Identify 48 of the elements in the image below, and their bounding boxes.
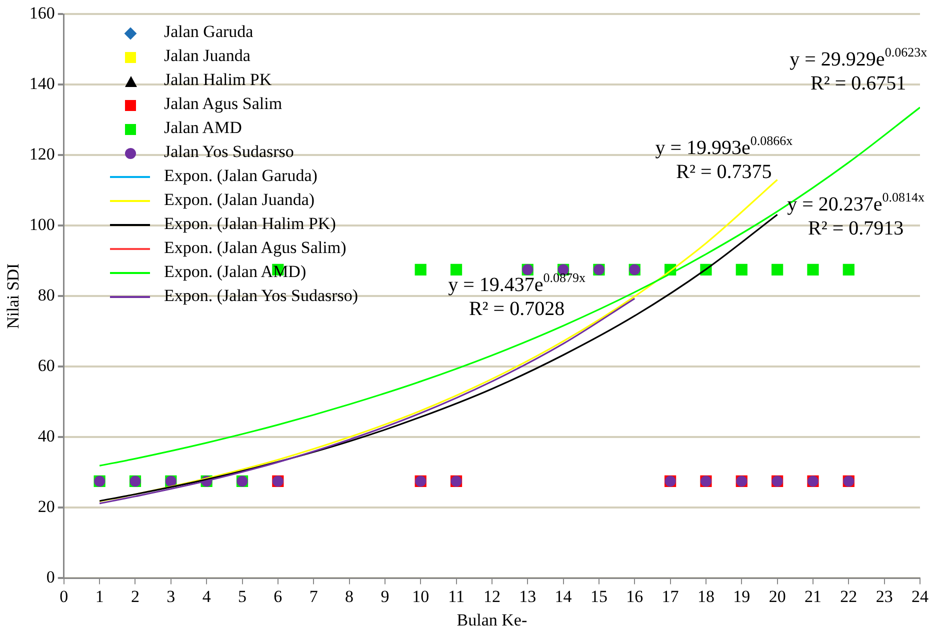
x-axis-title: Bulan Ke- <box>456 610 528 630</box>
y-tick-label: 60 <box>38 356 55 376</box>
legend-label: Jalan Yos Sudasrso <box>164 142 294 161</box>
y-tick-label: 40 <box>38 426 55 446</box>
legend-label: Jalan Halim PK <box>164 70 272 89</box>
x-tick-label: 7 <box>309 586 318 606</box>
y-tick-label: 0 <box>46 568 55 587</box>
legend-label: Jalan AMD <box>164 118 242 137</box>
legend-label: Expon. (Jalan Agus Salim) <box>164 238 346 257</box>
x-tick-label: 11 <box>448 586 464 606</box>
y-tick-label: 20 <box>38 497 55 516</box>
legend-label: Jalan Juanda <box>164 46 250 65</box>
x-tick-label: 23 <box>876 586 893 606</box>
x-tick-label: 16 <box>626 586 644 606</box>
x-tick-label: 24 <box>912 586 929 606</box>
legend-label: Expon. (Jalan Halim PK) <box>164 214 336 233</box>
x-tick-label: 5 <box>238 586 247 606</box>
legend-label: Expon. (Jalan AMD) <box>164 262 306 281</box>
y-tick-label: 100 <box>29 215 55 234</box>
x-tick-label: 21 <box>804 586 822 606</box>
x-tick-label: 14 <box>554 586 572 606</box>
x-tick-label: 18 <box>697 586 714 606</box>
x-tick-label: 3 <box>166 586 176 606</box>
x-tick-label: 19 <box>733 586 750 606</box>
legend-label: Expon. (Jalan Garuda) <box>164 166 318 185</box>
y-tick-label: 140 <box>29 74 55 93</box>
x-tick-label: 1 <box>95 586 104 606</box>
x-tick-label: 9 <box>380 586 390 606</box>
y-axis-title: Nilai SDI <box>4 262 23 329</box>
x-tick-label: 13 <box>519 586 536 606</box>
x-tick-label: 22 <box>840 586 858 606</box>
x-tick-label: 0 <box>60 586 68 606</box>
x-tick-label: 10 <box>412 586 430 606</box>
legend-label: Expon. (Jalan Juanda) <box>164 190 315 209</box>
x-tick-label: 4 <box>202 586 212 606</box>
x-tick-label: 8 <box>345 586 354 606</box>
y-tick-label: 160 <box>29 3 55 22</box>
x-tick-label: 6 <box>274 586 282 606</box>
legend-label: Expon. (Jalan Yos Sudasrso) <box>164 286 358 305</box>
x-tick-label: 12 <box>483 586 500 606</box>
legend-label: Jalan Garuda <box>164 22 254 41</box>
x-tick-label: 20 <box>768 586 786 606</box>
x-tick-label: 2 <box>130 586 140 606</box>
legend-label: Jalan Agus Salim <box>164 94 282 113</box>
x-tick-label: 17 <box>662 586 680 606</box>
x-tick-label: 15 <box>590 586 608 606</box>
y-tick-label: 80 <box>38 286 55 305</box>
y-tick-label: 120 <box>29 144 55 164</box>
